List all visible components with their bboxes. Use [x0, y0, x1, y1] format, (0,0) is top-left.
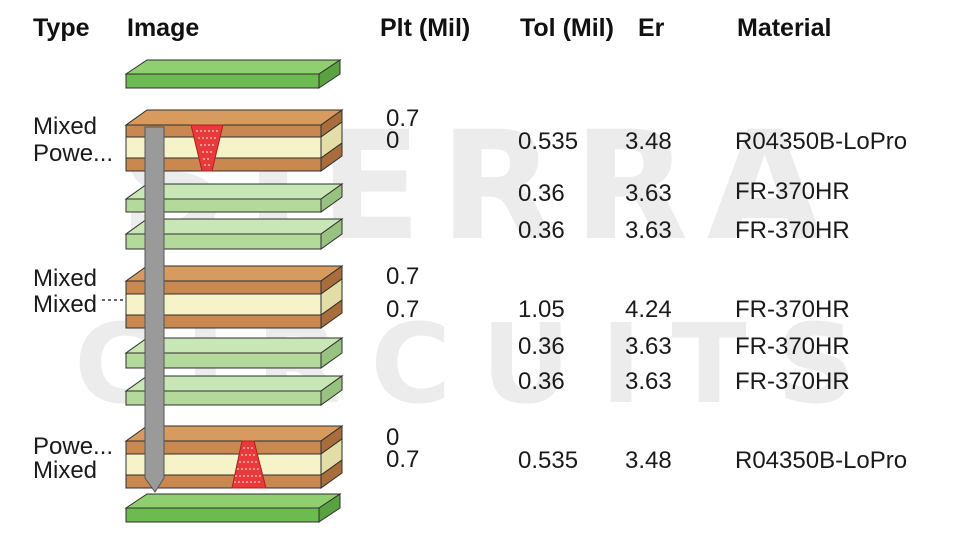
material-row-4: FR-370HR	[735, 296, 850, 323]
header-tolerance: Tol (Mil)	[520, 14, 614, 42]
header-image: Image	[127, 14, 200, 42]
copper-layer-l1	[124, 109, 344, 138]
material-row-7: R04350B-LoPro	[735, 447, 908, 474]
plating-value-l6: 0.7	[386, 446, 420, 473]
tol-row-1: 0.535	[518, 128, 579, 155]
er-row-3: 3.63	[625, 217, 672, 244]
copper-layer-l3	[124, 265, 344, 295]
er-row-6: 3.63	[625, 368, 672, 395]
type-label-l5: Powe...	[33, 433, 114, 460]
core-2	[125, 278, 343, 316]
type-label-l2: Powe...	[33, 140, 114, 167]
type-label-l1: Mixed	[33, 113, 98, 140]
er-row-2: 3.63	[625, 180, 672, 207]
material-row-6: FR-370HR	[735, 368, 850, 395]
material-row-2: FR-370HR	[735, 178, 850, 205]
plating-value-l1: 0.7	[386, 105, 420, 132]
tol-row-7: 0.535	[518, 447, 579, 474]
material-row-3: FR-370HR	[735, 217, 850, 244]
er-row-4: 4.24	[625, 296, 672, 323]
tol-row-3: 0.36	[518, 217, 565, 244]
prepreg-layer-4	[124, 375, 344, 406]
top-solder-mask-layer	[124, 59, 342, 89]
microvia-top	[190, 124, 224, 172]
material-row-5: FR-370HR	[735, 333, 850, 360]
microvia-bottom	[231, 440, 267, 489]
header-type: Type	[33, 14, 90, 42]
prepreg-layer-1	[124, 183, 344, 213]
type-label-l3: Mixed	[33, 265, 98, 292]
plating-value-l5: 0	[386, 424, 400, 451]
header-plating: Plt (Mil)	[380, 14, 471, 42]
through-hole-via	[144, 126, 165, 493]
tol-row-6: 0.36	[518, 368, 565, 395]
plating-value-l3: 0.7	[386, 263, 420, 290]
copper-layer-l4	[125, 299, 343, 329]
header-er: Er	[638, 14, 665, 42]
plating-value-l2: 0	[386, 127, 400, 154]
er-row-1: 3.48	[625, 128, 672, 155]
core-1	[125, 121, 343, 159]
plating-value-l4: 0.7	[386, 296, 420, 323]
prepreg-layer-2	[124, 218, 344, 250]
tol-row-4: 1.05	[518, 296, 565, 323]
material-row-1: R04350B-LoPro	[735, 128, 908, 155]
bottom-solder-mask-layer	[124, 493, 342, 523]
er-row-7: 3.48	[625, 447, 672, 474]
prepreg-layer-3	[124, 337, 344, 369]
type-label-l6: Mixed	[33, 457, 98, 484]
copper-layer-l2	[125, 142, 343, 172]
type-label-l4: Mixed	[33, 291, 98, 318]
header-material: Material	[737, 14, 832, 42]
tol-row-5: 0.36	[518, 333, 565, 360]
er-row-5: 3.63	[625, 333, 672, 360]
tol-row-2: 0.36	[518, 180, 565, 207]
